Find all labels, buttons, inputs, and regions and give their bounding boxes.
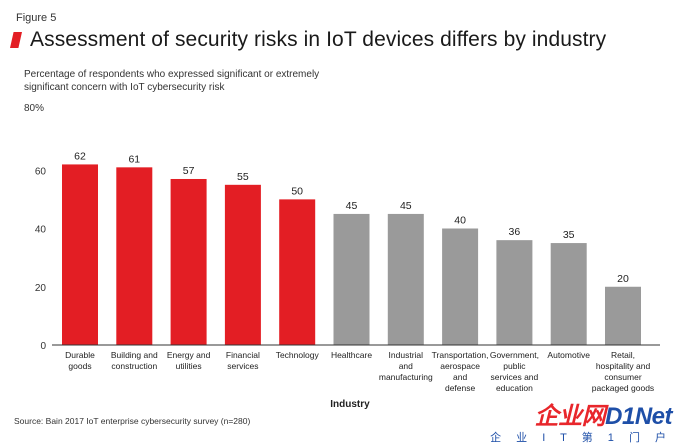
y-tick-label-20: 20: [35, 283, 47, 294]
watermark-logo: 企业网D1Net 企 业 I T 第 1 门 户: [490, 396, 672, 445]
watermark-main-text: 企业网: [534, 403, 606, 430]
data-label-7: 45: [400, 200, 412, 212]
title-row: Assessment of security risks in IoT devi…: [10, 28, 606, 52]
data-label-8: 40: [454, 215, 466, 227]
bar-9: [496, 240, 533, 345]
watermark-sub: 企 业 I T 第 1 门 户: [490, 432, 672, 444]
x-axis-labels: Durable goods Building and construction Ener…: [65, 350, 654, 393]
data-label-5: 50: [291, 185, 303, 197]
bars-group: 62 61 57 55 50 45 45 40 36 35 20: [62, 150, 641, 345]
bar-6: [333, 213, 370, 345]
watermark-accent: D1Net: [605, 403, 672, 430]
x-axis-title: Industry: [330, 399, 370, 410]
source-note: Source: Bain 2017 IoT enterprise cyberse…: [14, 416, 251, 426]
x-tick-label-11: Retail, hospitality and consumer packaged g…: [592, 350, 654, 393]
bar-3: [170, 178, 207, 345]
y-tick-label-60: 60: [35, 166, 47, 177]
bar-1: [62, 164, 98, 345]
bar-8: [442, 228, 479, 345]
bar-2: [116, 167, 153, 345]
x-tick-label-2: Building and construction: [111, 350, 158, 371]
chart-title: Assessment of security risks in IoT devi…: [30, 28, 607, 51]
data-label-1: 62: [74, 150, 86, 162]
data-label-9: 36: [509, 226, 521, 238]
data-label-11: 20: [617, 273, 629, 285]
bar-10: [550, 243, 587, 345]
bar-7: [387, 213, 424, 345]
x-tick-label-3: Energy and utilities: [167, 350, 211, 371]
data-label-4: 55: [237, 171, 249, 183]
y-tick-label-0: 0: [40, 341, 46, 352]
x-tick-label-9: Government, public services and education: [490, 350, 539, 393]
bar-11: [605, 286, 641, 345]
x-tick-label-10: Automotive: [547, 350, 590, 360]
x-tick-label-5: Technology: [276, 350, 320, 360]
y-tick-label-80: 80%: [24, 103, 45, 114]
bar-5: [279, 199, 316, 345]
figure-label: Figure 5: [16, 12, 57, 24]
data-label-2: 61: [128, 153, 140, 165]
x-tick-label-1: Durable goods: [65, 350, 95, 371]
y-tick-label-40: 40: [35, 225, 47, 236]
data-label-10: 35: [563, 229, 575, 241]
x-tick-label-7: Industrial and manufacturing: [379, 350, 433, 382]
watermark-main: 企业网D1Net: [490, 396, 673, 431]
x-tick-label-4: Financial services: [226, 350, 260, 371]
title-accent-mark: [10, 32, 22, 48]
data-label-6: 45: [346, 200, 358, 212]
bar-4: [224, 184, 261, 345]
x-tick-label-8: Transportation, aerospace and defense: [432, 350, 489, 393]
y-axis-labels: 0 20 40 60: [35, 166, 47, 352]
data-label-3: 57: [183, 165, 195, 177]
x-tick-label-6: Healthcare: [331, 350, 372, 360]
chart-subtitle: Percentage of respondents who expressed …: [24, 69, 320, 93]
